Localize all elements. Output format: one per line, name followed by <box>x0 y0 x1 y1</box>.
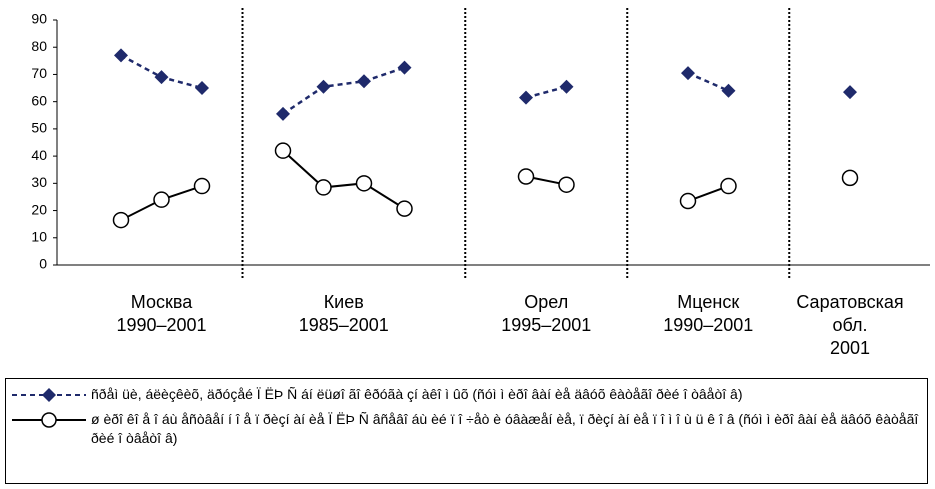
legend-item: ñðåì üè, áëèçêèõ, äðóçåé Ï ËÞ Ñ áí ëüøî … <box>6 379 927 404</box>
y-tick-label: 50 <box>31 120 47 136</box>
y-tick-label: 60 <box>31 92 47 108</box>
marker <box>316 79 331 94</box>
marker <box>841 169 859 187</box>
marker <box>519 90 533 105</box>
group-label: 1995–2001 <box>501 315 591 335</box>
marker <box>276 106 290 121</box>
legend-item: ø èðî êî å î áù åñòâåí í î å ï ðèçí àí è… <box>6 404 927 448</box>
marker <box>193 177 211 195</box>
y-tick-label: 0 <box>39 256 47 272</box>
y-tick-label: 30 <box>31 174 47 190</box>
group-label: 1990–2001 <box>116 315 206 335</box>
marker <box>720 177 737 195</box>
marker <box>558 176 575 193</box>
group-label: Москва <box>131 292 193 312</box>
marker <box>679 192 697 210</box>
marker <box>396 200 413 217</box>
y-tick-label: 40 <box>31 147 47 163</box>
group-label: Киев <box>324 292 364 312</box>
group-label: обл. <box>832 315 867 335</box>
marker <box>355 175 373 192</box>
y-tick-label: 90 <box>31 11 47 27</box>
legend: ñðåì üè, áëèçêèõ, äðóçåé Ï ËÞ Ñ áí ëüøî … <box>5 378 928 484</box>
marker <box>153 191 170 208</box>
marker <box>397 60 412 75</box>
plot: 0 10 20 30 40 50 60 70 80 90 Москва 1990–2001 Киев 19… <box>31 8 930 358</box>
group-label: 1990–2001 <box>663 315 753 335</box>
marker <box>843 85 857 100</box>
marker <box>681 66 695 81</box>
marker <box>114 48 128 63</box>
marker <box>357 74 371 89</box>
legend-symbol <box>12 388 86 402</box>
marker <box>721 83 736 98</box>
group-label: 1985–2001 <box>299 315 389 335</box>
legend-symbol <box>12 412 86 428</box>
y-tick-label: 10 <box>31 228 47 244</box>
group-label: Орел <box>524 292 568 312</box>
y-tick-label: 80 <box>31 38 47 54</box>
marker <box>195 81 209 96</box>
legend-label: ñðåì üè, áëèçêèõ, äðóçåé Ï ËÞ Ñ áí ëüøî … <box>91 386 743 402</box>
marker <box>112 211 130 229</box>
marker <box>154 70 169 85</box>
legend-marker <box>42 388 56 402</box>
group-label: 2001 <box>830 338 870 358</box>
y-tick-label: 70 <box>31 65 47 81</box>
legend-marker <box>41 412 57 428</box>
group-label: Мценск <box>677 292 739 312</box>
marker <box>274 142 292 159</box>
group-label: Саратовская <box>796 292 903 312</box>
marker <box>315 179 332 196</box>
marker <box>559 79 574 94</box>
legend-label: ø èðî êî å î áù åñòâåí í î å ï ðèçí àí è… <box>91 411 919 446</box>
series-line <box>121 55 850 114</box>
series-line <box>121 151 850 220</box>
y-tick-label: 20 <box>31 201 47 217</box>
marker <box>517 168 535 185</box>
